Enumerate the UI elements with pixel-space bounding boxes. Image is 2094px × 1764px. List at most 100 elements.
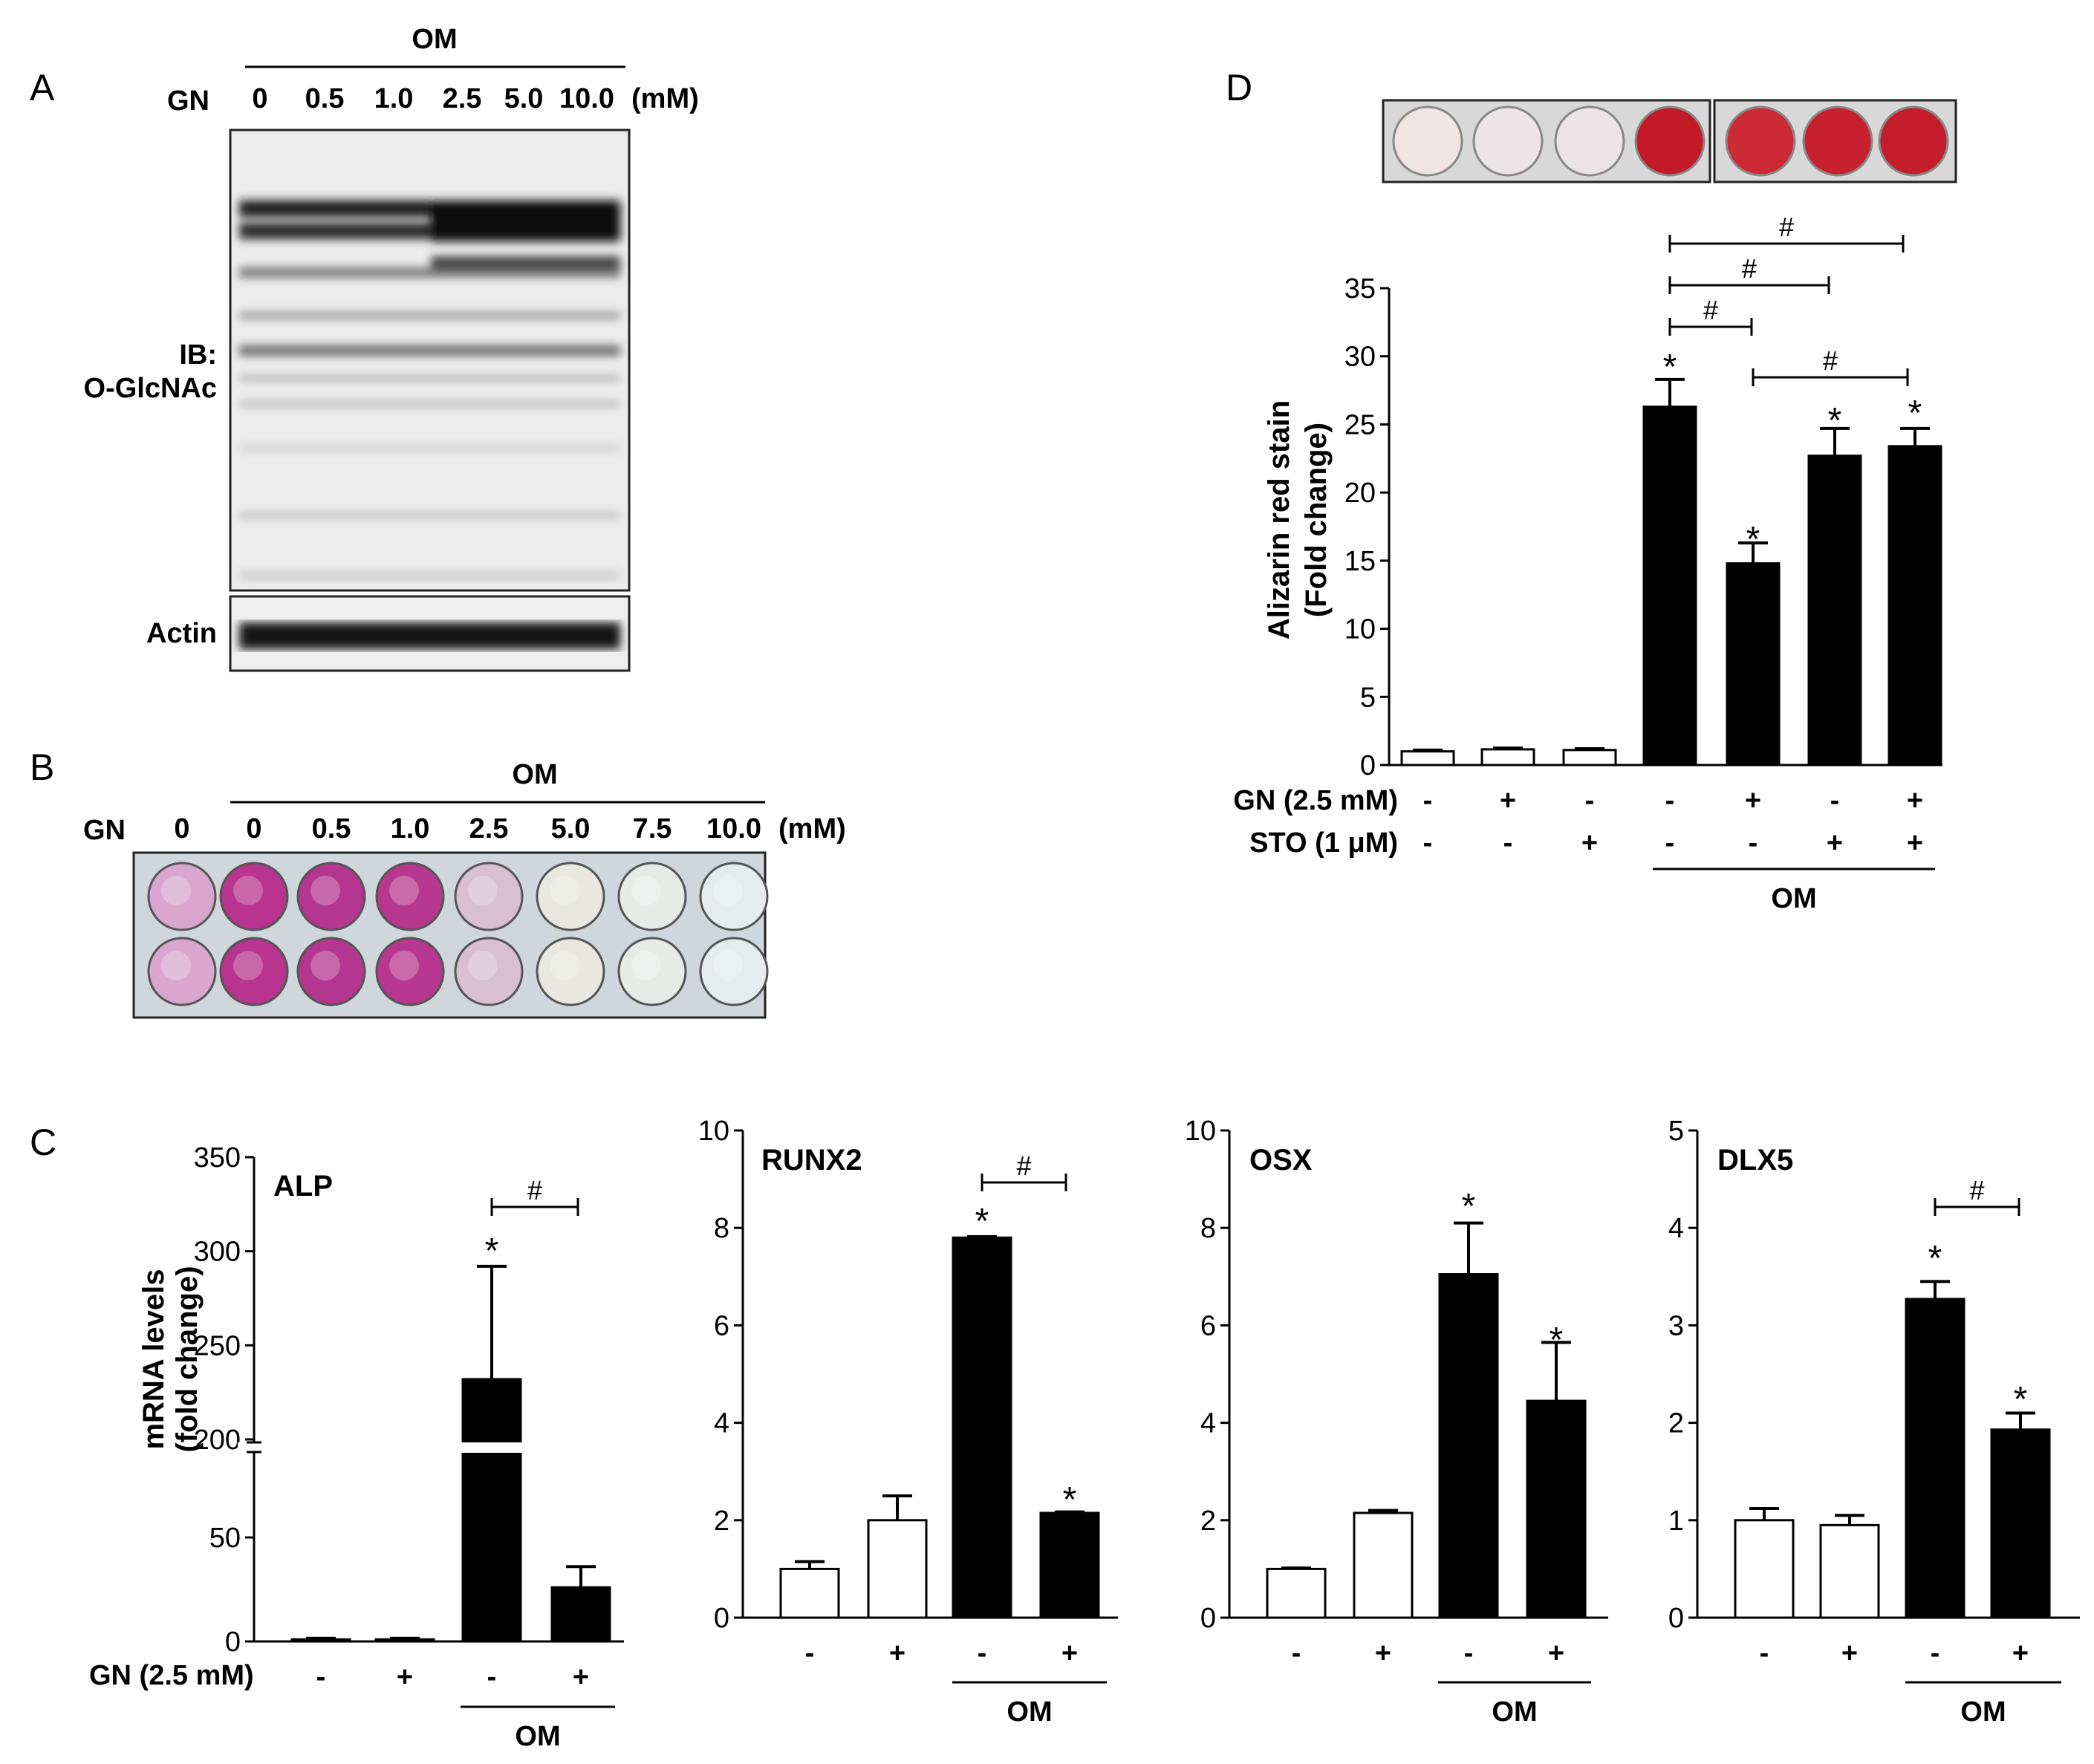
y-tick-label: 0 xyxy=(1360,750,1376,781)
x-sign: - xyxy=(1423,827,1433,859)
y-tick-label: 200 xyxy=(194,1425,241,1456)
x-sign: + xyxy=(2012,1638,2029,1669)
x-sign: + xyxy=(1827,827,1843,859)
x-sign: + xyxy=(397,1662,413,1693)
x-sign: + xyxy=(1581,827,1598,859)
chart-title: RUNX2 xyxy=(761,1144,862,1176)
bar xyxy=(1480,748,1535,767)
bar xyxy=(1990,1428,2051,1619)
panel-b-well-highlight xyxy=(233,951,263,980)
om-label: OM xyxy=(1960,1696,2006,1728)
significance-hash: # xyxy=(1823,345,1838,376)
x-sign: + xyxy=(1375,1638,1391,1669)
significance-star: * xyxy=(485,1231,499,1271)
y-tick-label: 10 xyxy=(698,1116,729,1147)
panel-b-well-r2-c8 xyxy=(699,937,769,1006)
x-sign: - xyxy=(1503,827,1513,859)
panel-d-well-6 xyxy=(1802,105,1873,177)
significance-star: * xyxy=(1663,348,1677,387)
panel-b-wells xyxy=(147,862,769,1006)
significance-star: * xyxy=(1746,520,1760,559)
x-sign: - xyxy=(1665,785,1675,816)
panel-b-well-r2-c5 xyxy=(454,937,524,1006)
panel-b-well-r2-c3 xyxy=(296,937,366,1006)
panel-b-dose-8: 10.0 xyxy=(706,813,761,844)
panel-b-well-highlight xyxy=(550,951,579,980)
om-label: OM xyxy=(1771,883,1816,914)
panel-b-well-highlight xyxy=(161,876,191,905)
panel-b-well-highlight xyxy=(468,951,498,980)
panel-b-well-highlight xyxy=(389,876,419,905)
bar xyxy=(1642,406,1697,767)
alp-chart: 0 50 200 250 300 350 ALP - + - + OM * # xyxy=(194,1142,624,1752)
bar xyxy=(1726,562,1781,767)
panel-b-well-highlight xyxy=(161,951,191,980)
bar xyxy=(290,1638,351,1643)
significance-star: * xyxy=(975,1202,989,1241)
panel-b-well-r2-c1 xyxy=(147,937,217,1006)
panel-d-row2-label: STO (1 μM) xyxy=(1249,827,1398,859)
x-sign: - xyxy=(1749,827,1758,859)
y-tick-label: 350 xyxy=(194,1142,241,1174)
panel-d-well-1 xyxy=(1392,105,1463,177)
panel-c-label: C xyxy=(30,1122,56,1163)
x-sign: + xyxy=(1548,1638,1564,1669)
panel-d-well-4 xyxy=(1634,105,1706,177)
panel-b: B OM GN 0 0 0.5 1.0 2.5 5.0 7.5 10.0 (mM… xyxy=(30,746,846,1019)
x-sign: + xyxy=(889,1638,905,1669)
x-sign: - xyxy=(1760,1638,1769,1669)
x-sign: - xyxy=(1464,1638,1474,1669)
bar xyxy=(1905,1298,1965,1619)
y-tick-label: 6 xyxy=(1200,1310,1216,1341)
y-tick-label: 8 xyxy=(714,1213,729,1244)
chart-title: DLX5 xyxy=(1717,1144,1793,1176)
significance-star: * xyxy=(1928,1239,1942,1278)
x-sign: - xyxy=(1292,1638,1301,1669)
panel-b-well-highlight xyxy=(713,951,743,980)
panel-d-ylabel-line2: (Fold change) xyxy=(1300,423,1333,617)
panel-a-label: A xyxy=(30,67,55,108)
panel-c-gn-row-label: GN (2.5 mM) xyxy=(89,1660,254,1691)
x-sign: + xyxy=(1907,827,1923,859)
panel-b-dose-1: 0 xyxy=(174,813,189,844)
significance-hash: # xyxy=(1016,1150,1031,1181)
panel-a-om-label: OM xyxy=(412,24,457,55)
panel-d-well-7 xyxy=(1878,105,1949,177)
chart-title: ALP xyxy=(273,1170,333,1202)
significance-star: * xyxy=(1063,1480,1077,1520)
x-sign: + xyxy=(1745,785,1761,816)
bar xyxy=(374,1638,435,1643)
panel-b-well-r1-c2 xyxy=(219,862,289,931)
panel-b-gn-label: GN xyxy=(83,815,126,846)
panel-b-well-r2-c7 xyxy=(617,937,687,1006)
panel-c: C mRNA levels (fold change) 050200250300… xyxy=(30,1116,2080,1752)
y-tick-label: 8 xyxy=(1200,1213,1216,1244)
bar xyxy=(1353,1511,1414,1619)
significance-hash: # xyxy=(1703,295,1718,325)
panel-a-dose-5: 5.0 xyxy=(504,83,544,114)
y-tick-label: 4 xyxy=(714,1408,729,1439)
panel-b-dose-5: 2.5 xyxy=(469,813,509,844)
bar xyxy=(461,1378,522,1643)
bar xyxy=(779,1567,840,1619)
x-sign: - xyxy=(805,1638,815,1669)
y-tick-label: 4 xyxy=(1200,1408,1216,1439)
o-glcnac-blot xyxy=(229,128,631,592)
y-tick-label: 0 xyxy=(714,1603,729,1634)
y-tick-label: 0 xyxy=(1668,1603,1684,1634)
panel-b-well-highlight xyxy=(389,951,419,980)
panel-b-well-r1-c5 xyxy=(454,862,524,931)
x-sign: - xyxy=(1665,827,1675,859)
actin-blot xyxy=(229,595,631,672)
y-tick-label: 25 xyxy=(1344,409,1376,440)
panel-a-dose-6: 10.0 xyxy=(559,83,614,114)
y-tick-label: 10 xyxy=(1185,1116,1216,1147)
y-tick-label: 20 xyxy=(1344,478,1376,509)
panel-b-dose-4: 1.0 xyxy=(391,813,430,844)
panel-b-unit: (mM) xyxy=(778,813,846,844)
x-sign: - xyxy=(1585,785,1595,816)
osx-chart: 0 2 4 6 8 10 OSX - + - + OM * * xyxy=(1185,1116,1608,1728)
panel-d: D Alizarin red stain (Fold change) 0 5 10 1… xyxy=(1226,67,1957,914)
y-tick-label: 0 xyxy=(225,1627,241,1658)
panel-b-well-highlight xyxy=(468,876,498,905)
